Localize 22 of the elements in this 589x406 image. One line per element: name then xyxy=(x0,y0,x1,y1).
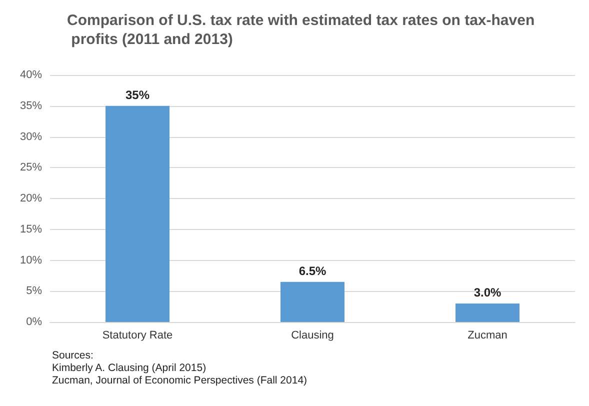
chart-title: Comparison of U.S. tax rate with estimated tax rates on tax-haven profits (2011 and 2013) xyxy=(67,12,535,48)
y-tick-label: 40% xyxy=(20,69,42,81)
y-tick-label: 10% xyxy=(20,254,42,266)
y-tick-label: 0% xyxy=(26,316,42,328)
x-tick-label: Statutory Rate xyxy=(102,330,173,342)
source-note: Sources: xyxy=(52,350,94,362)
y-tick-label: 5% xyxy=(26,285,42,298)
y-tick-label: 25% xyxy=(20,162,42,174)
y-tick-label: 35% xyxy=(20,100,42,112)
x-tick-label: Zucman xyxy=(468,330,508,342)
data-label: 6.5% xyxy=(298,264,326,278)
bar xyxy=(106,106,170,322)
data-label: 35% xyxy=(125,88,150,102)
text: Zucman, Journal of Economic Perspectives (Fall 2014) xyxy=(52,374,308,386)
text: Kimberly A. Clausing (April 2015) xyxy=(52,362,206,374)
y-tick-label: 30% xyxy=(20,130,42,143)
x-tick-label: Clausing xyxy=(291,330,334,342)
data-label: 3.0% xyxy=(474,285,502,300)
y-tick-label: 20% xyxy=(20,192,42,204)
y-tick-label: 15% xyxy=(20,223,42,236)
bar xyxy=(456,303,520,322)
bar xyxy=(280,282,344,322)
